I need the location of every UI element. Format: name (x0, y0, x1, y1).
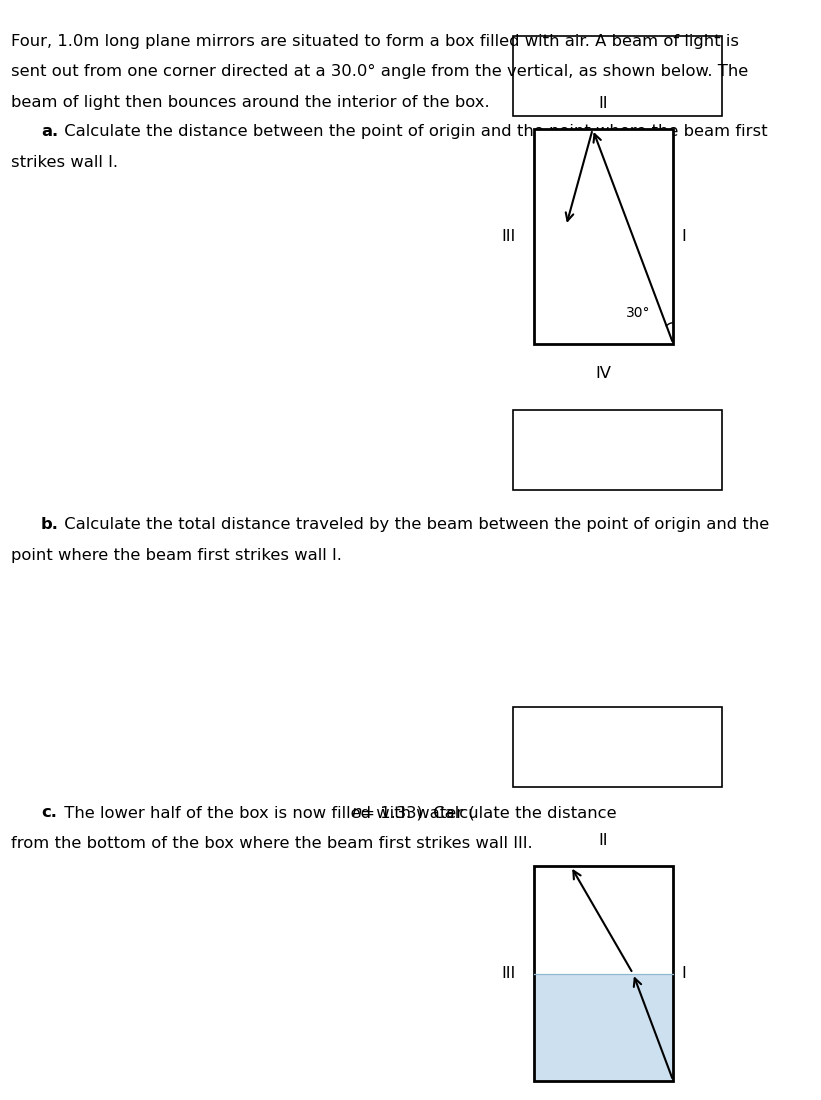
Text: II: II (599, 833, 608, 847)
Text: IV: IV (595, 365, 612, 381)
Text: sent out from one corner directed at a 30.0° angle from the vertical, as shown b: sent out from one corner directed at a 3… (11, 64, 748, 79)
Text: I: I (681, 966, 686, 981)
Text: II: II (599, 96, 608, 110)
Text: c.: c. (41, 805, 57, 821)
Text: Calculate the total distance traveled by the beam between the point of origin an: Calculate the total distance traveled by… (59, 517, 769, 532)
Text: point where the beam first strikes wall I.: point where the beam first strikes wall … (11, 548, 342, 563)
Text: beam of light then bounces around the interior of the box.: beam of light then bounces around the in… (11, 96, 489, 110)
Text: 30°: 30° (626, 306, 650, 319)
Text: b.: b. (41, 517, 59, 532)
Text: Calculate the distance between the point of origin and the point where the beam : Calculate the distance between the point… (59, 124, 768, 140)
Text: Four, 1.0m long plane mirrors are situated to form a box filled with air. A beam: Four, 1.0m long plane mirrors are situat… (11, 33, 739, 48)
Text: III: III (502, 966, 516, 981)
Text: strikes wall I.: strikes wall I. (11, 155, 117, 170)
Bar (513, 707, 722, 786)
Bar (513, 36, 722, 116)
Text: I: I (681, 229, 686, 244)
Bar (513, 410, 722, 490)
Text: from the bottom of the box where the beam first strikes wall III.: from the bottom of the box where the bea… (11, 836, 532, 851)
Text: n: n (351, 805, 362, 821)
Text: III: III (502, 229, 516, 244)
Bar (534, 130, 673, 343)
Text: a.: a. (41, 124, 58, 140)
Text: = 1.33). Calculate the distance: = 1.33). Calculate the distance (355, 805, 617, 821)
Bar (534, 974, 673, 1080)
Bar (534, 867, 673, 1080)
Text: The lower half of the box is now filled with water (: The lower half of the box is now filled … (59, 805, 475, 821)
